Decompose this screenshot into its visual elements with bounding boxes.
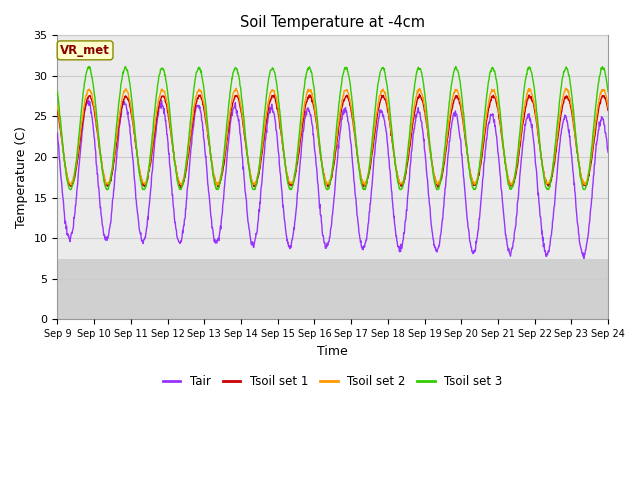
Legend: Tair, Tsoil set 1, Tsoil set 2, Tsoil set 3: Tair, Tsoil set 1, Tsoil set 2, Tsoil se… [158, 371, 508, 393]
Title: Soil Temperature at -4cm: Soil Temperature at -4cm [240, 15, 425, 30]
Y-axis label: Temperature (C): Temperature (C) [15, 126, 28, 228]
X-axis label: Time: Time [317, 345, 348, 358]
Text: VR_met: VR_met [60, 44, 110, 57]
Bar [58, 259, 608, 319]
